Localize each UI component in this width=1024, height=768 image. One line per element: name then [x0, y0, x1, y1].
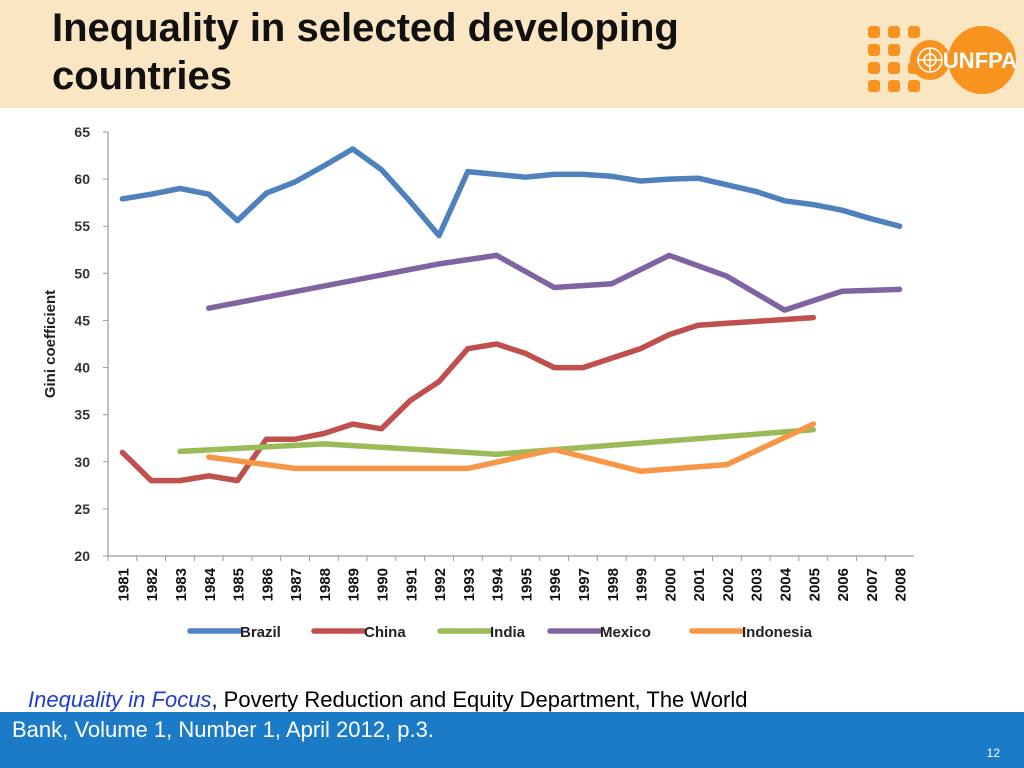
series-line-brazil: [119, 146, 903, 239]
series-lines: [119, 146, 903, 484]
x-tick-label: 1992: [432, 568, 449, 601]
citation-source-link[interactable]: Inequality in Focus: [28, 687, 212, 712]
legend-label-china: China: [364, 624, 406, 641]
x-tick-label: 1985: [231, 568, 248, 601]
y-tick-label: 55: [74, 218, 90, 234]
y-tick-label: 60: [74, 171, 90, 187]
x-tick-label: 1981: [115, 568, 132, 601]
y-tick-label: 35: [74, 407, 90, 423]
x-tick-label: 1994: [490, 567, 507, 601]
x-tick-label: 1989: [346, 568, 363, 601]
y-tick-label: 25: [74, 501, 90, 517]
x-tick-label: 1987: [288, 568, 305, 601]
series-line-china: [119, 314, 817, 484]
x-tick-label: 1990: [374, 568, 391, 601]
x-tick-label: 1982: [144, 568, 161, 601]
series-line-indonesia: [206, 421, 817, 474]
x-tick-label: 1993: [461, 568, 478, 601]
x-tick-label: 1996: [547, 568, 564, 601]
x-tick-label: 2003: [749, 568, 766, 601]
series-line-mexico: [206, 252, 903, 313]
un-emblem-icon: [917, 47, 943, 73]
series-line-india: [177, 426, 817, 457]
x-tick-label: 2000: [662, 568, 679, 601]
logo-text: UNFPA: [943, 48, 1017, 73]
y-tick-labels: 20 25 30 35 40 45 50 55 60 65: [74, 124, 90, 564]
x-tick-label: 1991: [403, 568, 420, 601]
y-tick-label: 40: [74, 360, 90, 376]
citation-line1-rest: , Poverty Reduction and Equity Departmen…: [211, 687, 748, 712]
legend-label-indonesia: Indonesia: [742, 624, 813, 641]
x-tick-label: 2004: [777, 567, 794, 601]
x-tick-label: 1999: [634, 568, 651, 601]
chart-axes: [103, 131, 914, 561]
y-tick-label: 30: [74, 454, 90, 470]
slide-title: Inequality in selected developing countr…: [52, 6, 679, 98]
x-tick-label: 2001: [691, 568, 708, 601]
x-tick-label: 1997: [576, 568, 593, 601]
x-tick-label: 2008: [893, 568, 910, 601]
citation: Inequality in Focus, Poverty Reduction a…: [0, 684, 1024, 716]
x-tick-label: 1983: [173, 568, 190, 601]
legend-label-mexico: Mexico: [600, 624, 651, 641]
y-tick-label: 45: [74, 312, 90, 328]
title-banner: [0, 0, 1024, 108]
x-tick-label: 1998: [605, 568, 622, 601]
chart-legend: Brazil China India Mexico Indonesia: [187, 624, 813, 641]
y-tick-label: 50: [74, 265, 90, 281]
x-tick-label: 2006: [835, 568, 852, 601]
page-number: 12: [986, 746, 1000, 760]
y-tick-label: 65: [74, 124, 90, 140]
x-tick-label: 2007: [864, 568, 881, 601]
x-tick-label: 1988: [317, 568, 334, 601]
x-tick-label: 1995: [518, 568, 535, 601]
x-tick-label: 1984: [202, 567, 219, 601]
x-tick-label: 2002: [720, 568, 737, 601]
y-axis-label: Gini coefficient: [42, 290, 59, 398]
citation-line2: Bank, Volume 1, Number 1, April 2012, p.…: [12, 717, 434, 742]
citation-line1: Inequality in Focus, Poverty Reduction a…: [0, 684, 1024, 716]
footer-bar: [0, 712, 1024, 768]
x-tick-label: 2005: [806, 568, 823, 601]
y-tick-label: 20: [74, 548, 90, 564]
legend-label-india: India: [490, 624, 526, 641]
unfpa-logo: UNFPA: [868, 26, 1017, 94]
x-tick-label: 1986: [259, 568, 276, 601]
x-tick-labels: 1981 1982 1983 1984 1985 1986 1987 1988 1989 1990…: [115, 567, 909, 601]
legend-label-brazil: Brazil: [240, 624, 281, 641]
